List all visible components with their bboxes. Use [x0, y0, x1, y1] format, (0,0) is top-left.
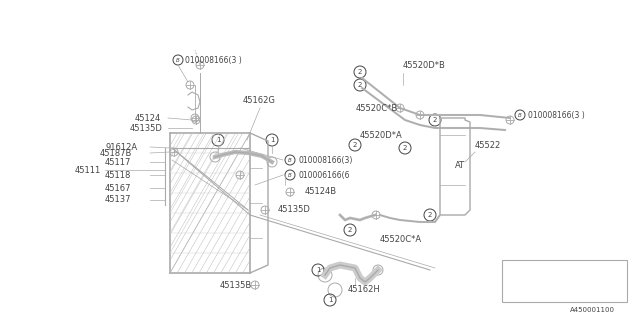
Text: 1: 1 — [316, 267, 320, 273]
Text: B: B — [518, 113, 522, 117]
Text: 45117: 45117 — [105, 157, 131, 166]
Text: 45135B: 45135B — [220, 281, 252, 290]
Text: 45124B: 45124B — [305, 188, 337, 196]
Text: 45137: 45137 — [105, 196, 131, 204]
Text: 45520D*B: 45520D*B — [403, 60, 446, 69]
Text: 2: 2 — [514, 288, 518, 294]
Bar — [502, 260, 627, 302]
Text: AT: AT — [455, 161, 465, 170]
Text: 2: 2 — [433, 117, 437, 123]
Text: 2: 2 — [358, 82, 362, 88]
Text: 45162H: 45162H — [348, 285, 381, 294]
Text: 1: 1 — [514, 267, 518, 273]
Text: W170023: W170023 — [534, 286, 570, 295]
Text: 45118: 45118 — [105, 171, 131, 180]
Text: 010006166(6: 010006166(6 — [298, 171, 349, 180]
Text: 45135D: 45135D — [278, 205, 311, 214]
Text: 45187B: 45187B — [100, 148, 132, 157]
Text: 010008166(3 ): 010008166(3 ) — [528, 110, 585, 119]
Text: 1: 1 — [328, 297, 332, 303]
Text: 1: 1 — [269, 137, 275, 143]
Text: 45135D: 45135D — [130, 124, 163, 132]
Text: 45522: 45522 — [475, 140, 501, 149]
Text: 010008166(3): 010008166(3) — [298, 156, 353, 164]
Text: 45520D*A: 45520D*A — [360, 131, 403, 140]
Text: 1: 1 — [216, 137, 220, 143]
Text: 45124: 45124 — [135, 114, 161, 123]
Text: 45520C*B: 45520C*B — [356, 103, 398, 113]
Text: B: B — [288, 172, 292, 178]
Text: 45520C*A: 45520C*A — [380, 236, 422, 244]
Text: 45111: 45111 — [75, 165, 101, 174]
Text: 010008166(3 ): 010008166(3 ) — [185, 55, 242, 65]
Text: B: B — [288, 157, 292, 163]
Text: 2: 2 — [353, 142, 357, 148]
Text: 091749004(4): 091749004(4) — [534, 266, 589, 275]
Text: 45162G: 45162G — [243, 95, 276, 105]
Text: 2: 2 — [428, 212, 432, 218]
Text: 45167: 45167 — [105, 183, 131, 193]
Text: 2: 2 — [403, 145, 407, 151]
Text: 91612A: 91612A — [105, 142, 137, 151]
Text: 2: 2 — [358, 69, 362, 75]
Text: B: B — [176, 58, 180, 62]
Text: 2: 2 — [348, 227, 352, 233]
Text: A450001100: A450001100 — [570, 307, 615, 313]
